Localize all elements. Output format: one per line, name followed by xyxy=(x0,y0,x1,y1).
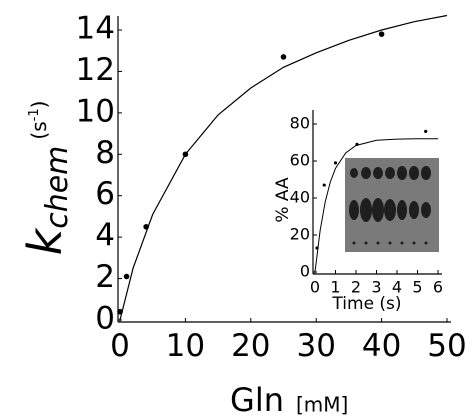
data-point xyxy=(315,246,319,250)
x-tick-label: 6 xyxy=(433,278,443,297)
y-label-unit: (s xyxy=(27,121,51,139)
y-axis-label: kchem (s-1) xyxy=(18,101,75,256)
data-point xyxy=(182,151,189,158)
x-tick-label: 0 xyxy=(310,278,320,297)
y-tick-label: 60 xyxy=(290,151,310,170)
y-tick-label: 12 xyxy=(76,52,115,88)
x-tick-label: 5 xyxy=(412,278,422,297)
y-tick-label: 20 xyxy=(290,225,310,244)
data-point xyxy=(123,273,130,280)
x-tick-label: 2 xyxy=(351,278,361,297)
x-tick-label: 10 xyxy=(166,328,205,364)
x-tick-label: 40 xyxy=(362,328,401,364)
x-tick-label: 20 xyxy=(231,328,270,364)
y-tick-label: 14 xyxy=(76,11,115,47)
inset-y-label: % AA xyxy=(273,177,293,223)
y-label-sub: chem xyxy=(40,146,75,229)
x-axis-label: Gln xyxy=(230,381,284,419)
inset-x-label: Time (s) xyxy=(331,294,401,314)
y-tick-label: 80 xyxy=(290,114,310,133)
x-tick-label: 0 xyxy=(110,328,130,364)
fit-curve xyxy=(119,14,448,321)
data-point xyxy=(280,54,287,60)
gel-image xyxy=(345,158,439,252)
y-label-unit-end: ) xyxy=(27,101,51,109)
x-tick-label: 3 xyxy=(371,278,381,297)
x-tick-label: 50 xyxy=(427,328,466,364)
x-tick-label: 30 xyxy=(296,328,335,364)
y-tick-label: 0 xyxy=(95,301,115,337)
data-point xyxy=(355,142,359,146)
data-point xyxy=(322,183,326,187)
x-tick-label: 1 xyxy=(330,278,340,297)
y-tick-label: 0 xyxy=(300,262,310,281)
data-point xyxy=(143,223,149,230)
y-tick-label: 10 xyxy=(76,93,115,129)
y-tick-label: 40 xyxy=(290,188,310,207)
x-tick-label: 4 xyxy=(392,278,402,297)
y-tick-label: 2 xyxy=(95,259,115,295)
data-point xyxy=(333,161,338,165)
data-point xyxy=(378,31,385,37)
y-label-exp: -1 xyxy=(27,108,42,121)
fit-curve xyxy=(314,138,438,273)
y-tick-label: 4 xyxy=(95,218,115,254)
y-label-main: k xyxy=(18,226,72,255)
x-axis-unit: [mM] xyxy=(296,393,348,417)
data-point xyxy=(117,308,123,315)
y-tick-label: 6 xyxy=(95,176,115,212)
data-point xyxy=(424,129,428,133)
y-tick-label: 8 xyxy=(95,135,115,171)
